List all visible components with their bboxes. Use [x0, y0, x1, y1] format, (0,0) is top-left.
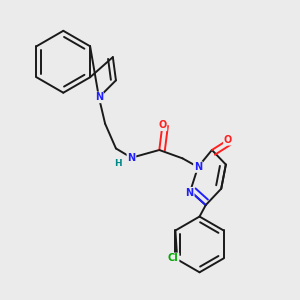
Text: N: N — [95, 92, 103, 102]
Text: O: O — [158, 120, 166, 130]
Text: N: N — [128, 153, 136, 163]
Text: O: O — [224, 135, 232, 145]
Text: H: H — [115, 159, 122, 168]
Text: N: N — [186, 188, 194, 198]
Text: N: N — [194, 162, 202, 172]
Text: Cl: Cl — [168, 254, 178, 263]
